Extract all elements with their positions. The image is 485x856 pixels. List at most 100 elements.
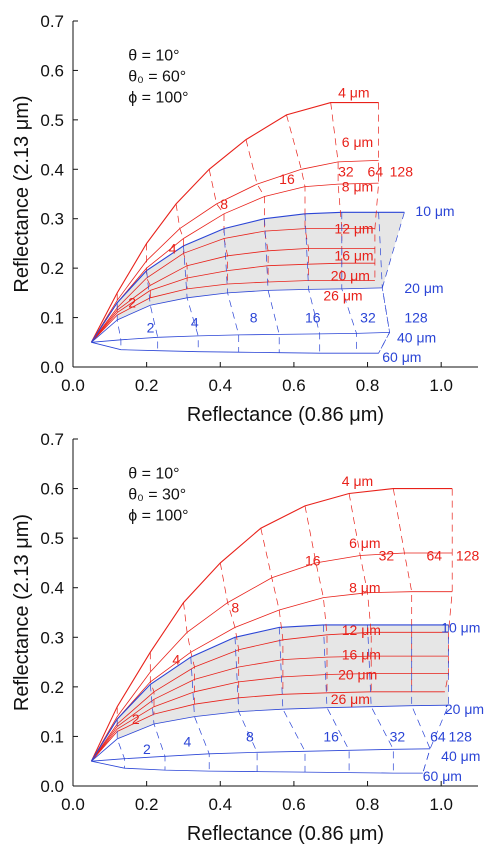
ice-curve-16m	[91, 655, 449, 762]
water-tau-dash	[264, 218, 280, 353]
x-tick-label: 0.6	[282, 376, 306, 395]
water-tau-label: 128	[404, 310, 428, 326]
y-tick-label: 0.1	[40, 727, 64, 746]
y-tick-label: 0.2	[40, 259, 64, 278]
x-tick-label: 0.8	[356, 376, 380, 395]
ice-tau-label: 2	[132, 711, 140, 727]
ice-curve-8m	[91, 182, 379, 343]
x-tick-label: 0.2	[135, 795, 159, 814]
y-tick-label: 0.0	[40, 358, 64, 377]
x-axis-title: Reflectance (0.86 μm)	[187, 404, 384, 426]
water-tau-label: 64	[430, 728, 446, 744]
y-tick-label: 0.4	[40, 160, 64, 179]
water-size-label: 40 μm	[397, 329, 436, 345]
water-size-label: 60 μm	[382, 349, 421, 365]
ice-tau-label: 16	[279, 171, 295, 187]
water-size-label: 20 μm	[445, 701, 484, 717]
water-curve-40m	[91, 748, 431, 762]
x-tick-label: 0.4	[208, 376, 232, 395]
ice-curve-8m	[91, 591, 453, 762]
water-tau-dash	[367, 624, 394, 774]
water-tau-dash	[116, 302, 122, 350]
ice-curve-12m	[91, 631, 449, 762]
ice-curve-26m	[91, 691, 445, 762]
param-label: θ = 10°	[128, 48, 179, 65]
water-tau-dash	[278, 627, 306, 773]
y-axis-title: Reflectance (2.13 μm)	[11, 95, 33, 292]
shaded-region	[117, 212, 405, 320]
ice-size-label: 6 μm	[349, 535, 380, 551]
x-tick-label: 1.0	[429, 376, 453, 395]
x-tick-label: 0.4	[208, 795, 232, 814]
param-label: ϕ = 100°	[128, 508, 188, 525]
water-tau-dash	[378, 212, 405, 354]
ice-tau-dash	[208, 169, 228, 284]
ice-curve-20m	[91, 262, 375, 343]
ice-size-label: 4 μm	[338, 85, 369, 101]
y-tick-label: 0.6	[40, 480, 64, 499]
water-tau-label: 4	[183, 733, 191, 749]
param-label: θ₀ = 60°	[128, 69, 186, 86]
water-curve-10m	[90, 624, 449, 762]
ice-size-label: 4 μm	[342, 473, 373, 489]
water-curve-40m	[91, 332, 390, 343]
y-tick-label: 0.2	[40, 678, 64, 697]
ice-tau-label: 32	[379, 547, 395, 563]
water-tau-dash	[304, 213, 321, 354]
ice-size-label: 20 μm	[331, 268, 370, 284]
water-tau-dash	[190, 657, 210, 772]
water-tau-dash	[341, 212, 357, 354]
chart-panel-bottom: 0.0 0.1 0.2 0.3 0.4 0.5 0.6 0.7 0.0 0.2 0.4 0.6 0.8 1…	[11, 430, 484, 845]
ice-size-label: 16 μm	[342, 647, 381, 663]
ice-size-label: 8 μm	[342, 179, 373, 195]
water-tau-dash	[116, 719, 125, 769]
water-tau-label: 32	[360, 310, 376, 326]
param-label: ϕ = 100°	[128, 90, 188, 107]
ice-tau-label: 32	[338, 164, 354, 180]
ice-curve-6m	[91, 160, 379, 343]
water-tau-label: 8	[246, 728, 254, 744]
water-tau-label: 4	[191, 314, 199, 330]
ice-tau-dash	[304, 505, 328, 693]
water-tau-label: 8	[250, 310, 258, 326]
ice-size-label: 12 μm	[334, 221, 373, 237]
ice-curve-20m	[91, 673, 449, 762]
ice-size-label: 6 μm	[342, 134, 373, 150]
ice-tau-dash	[183, 602, 195, 705]
water-tau-label: 2	[147, 319, 155, 335]
water-tau-label: 32	[390, 728, 406, 744]
y-tick-label: 0.0	[40, 777, 64, 796]
water-curve-20m	[91, 704, 449, 762]
y-tick-label: 0.7	[40, 430, 64, 449]
water-tau-dash	[411, 624, 431, 774]
water-tau-dash	[422, 624, 449, 774]
y-tick-label: 0.3	[40, 628, 64, 647]
ice-tau-dash	[348, 493, 372, 692]
water-tau-dash	[323, 624, 350, 773]
x-axis-title: Reflectance (0.86 μm)	[187, 823, 384, 845]
water-tau-label: 2	[143, 741, 151, 757]
water-tau-dash	[223, 228, 240, 353]
ice-tau-label: 128	[390, 164, 414, 180]
ice-size-label: 16 μm	[334, 248, 373, 264]
ice-curve-6m	[91, 552, 453, 762]
ice-size-label: 26 μm	[331, 691, 370, 707]
y-tick-label: 0.3	[40, 210, 64, 229]
ice-tau-label: 64	[426, 547, 442, 563]
y-axis-title: Reflectance (2.13 μm)	[11, 514, 33, 711]
y-tick-label: 0.6	[40, 61, 64, 80]
water-curve-10m	[90, 211, 405, 343]
ice-tau-label: 8	[231, 600, 239, 616]
chart-panel-top: 0.0 0.1 0.2 0.3 0.4 0.5 0.6 0.7 0.0 0.2 0.4 0.6 0.8 1…	[11, 12, 478, 426]
x-tick-label: 1.0	[429, 795, 453, 814]
ice-size-label: 8 μm	[349, 580, 380, 596]
ice-tau-dash	[260, 528, 284, 695]
ice-curve-4m	[90, 488, 453, 762]
y-tick-label: 0.7	[40, 12, 64, 31]
y-tick-label: 0.5	[40, 111, 64, 130]
water-size-label: 40 μm	[441, 748, 480, 764]
water-tau-label: 128	[449, 728, 473, 744]
x-tick-label: 0.0	[61, 795, 85, 814]
